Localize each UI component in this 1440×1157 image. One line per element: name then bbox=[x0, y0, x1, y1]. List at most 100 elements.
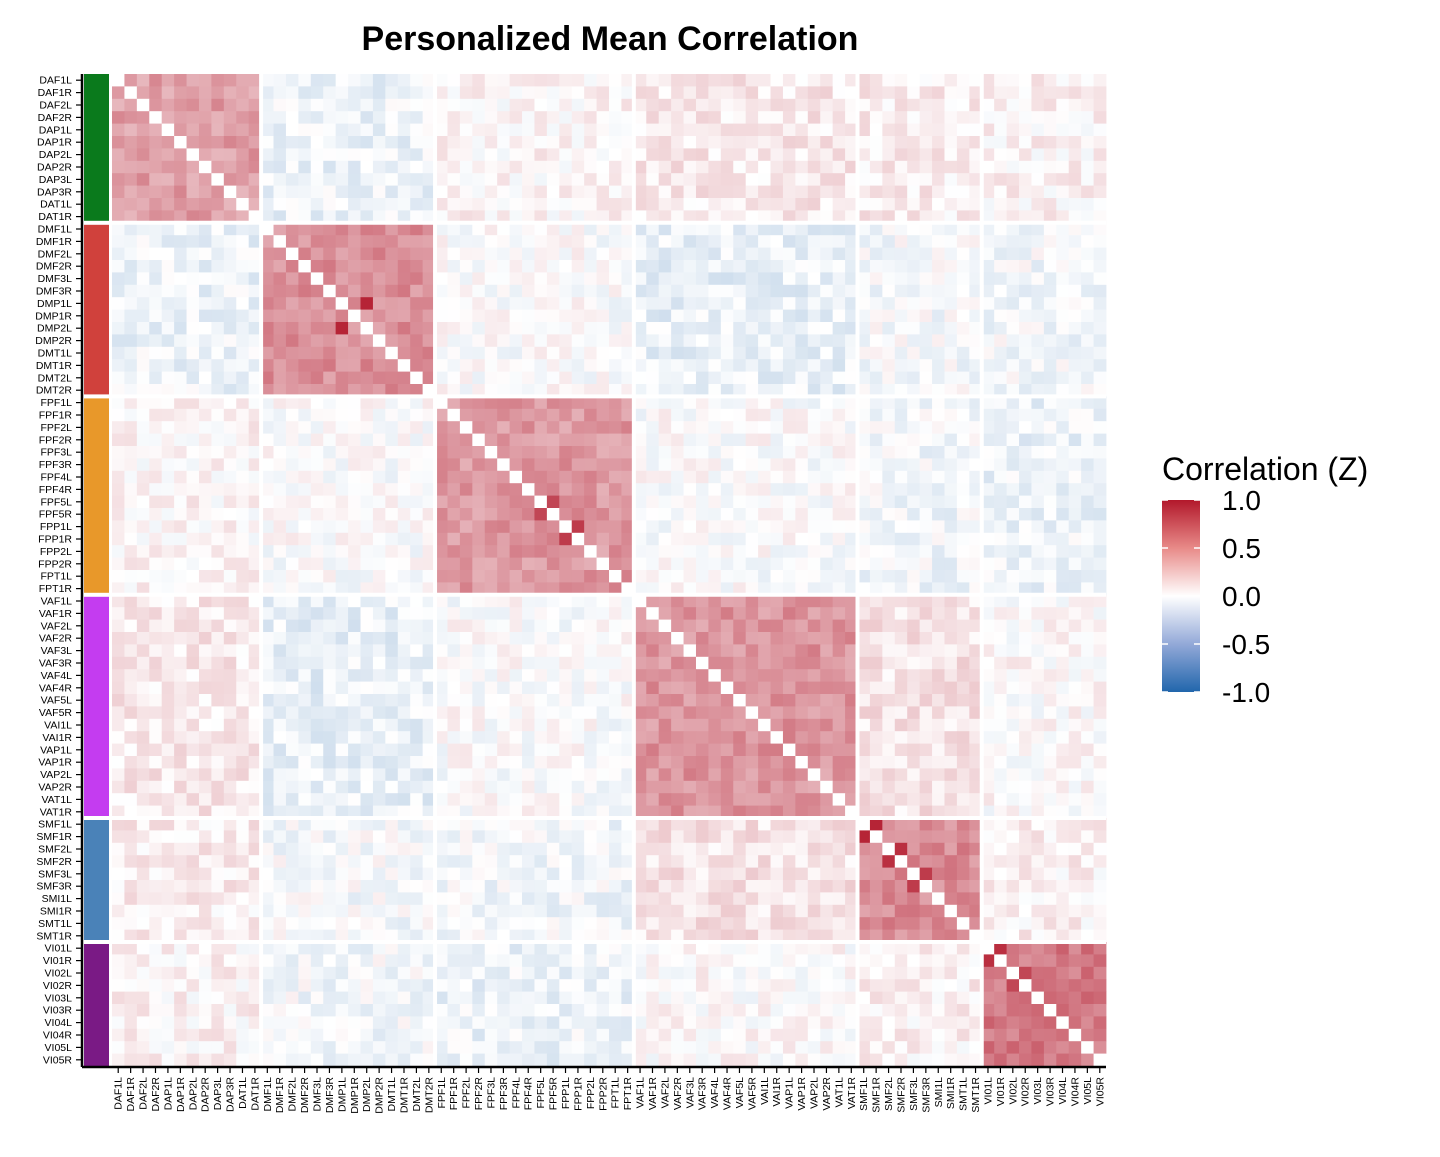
heatmap-cell bbox=[497, 86, 511, 100]
heatmap-cell bbox=[919, 483, 933, 496]
heatmap-cell bbox=[559, 322, 573, 335]
heatmap-cell bbox=[372, 86, 386, 100]
heatmap-cell bbox=[335, 756, 349, 769]
heatmap-cell bbox=[882, 718, 896, 732]
heatmap-cell bbox=[758, 520, 771, 534]
heatmap-cell bbox=[857, 520, 871, 534]
heatmap-cell bbox=[907, 830, 921, 844]
heatmap-cell bbox=[186, 681, 200, 695]
heatmap-cell bbox=[559, 359, 573, 372]
heatmap-cell bbox=[720, 619, 734, 633]
heatmap-cell bbox=[310, 222, 324, 236]
heatmap-cell bbox=[472, 458, 486, 472]
heatmap-cell bbox=[969, 148, 983, 162]
heatmap-cell bbox=[894, 582, 908, 596]
heatmap-cell bbox=[211, 421, 225, 434]
heatmap-cell bbox=[646, 570, 660, 583]
heatmap-cell bbox=[733, 260, 747, 273]
heatmap-cell bbox=[882, 74, 896, 87]
heatmap-cell bbox=[447, 706, 461, 720]
heatmap-cell bbox=[695, 272, 709, 286]
heatmap-cell bbox=[1081, 148, 1094, 162]
heatmap-cell bbox=[546, 346, 560, 360]
chart-title: Personalized Mean Correlation bbox=[362, 20, 859, 58]
heatmap-cell bbox=[745, 570, 759, 583]
heatmap-cell bbox=[596, 309, 610, 323]
heatmap-cell bbox=[559, 297, 573, 310]
heatmap-cell bbox=[447, 235, 461, 248]
heatmap-cell bbox=[484, 731, 498, 744]
heatmap-cell bbox=[298, 74, 312, 87]
heatmap-cell bbox=[124, 334, 138, 348]
heatmap-cell bbox=[1043, 805, 1057, 819]
heatmap-cell bbox=[534, 408, 548, 422]
heatmap-cell bbox=[633, 371, 647, 385]
heatmap-cell bbox=[360, 247, 374, 261]
heatmap-cell bbox=[124, 272, 138, 286]
heatmap-cell bbox=[136, 433, 150, 447]
heatmap-cell bbox=[994, 718, 1008, 732]
heatmap-cell bbox=[857, 433, 871, 447]
heatmap-cell bbox=[1019, 322, 1032, 335]
heatmap-cell bbox=[932, 495, 945, 509]
heatmap-cell bbox=[1068, 694, 1082, 707]
heatmap-cell bbox=[1081, 98, 1094, 112]
heatmap-cell bbox=[733, 86, 747, 100]
heatmap-cell bbox=[534, 545, 548, 558]
heatmap-cell bbox=[646, 160, 660, 174]
heatmap-cell bbox=[571, 148, 585, 162]
heatmap-cell bbox=[658, 160, 672, 174]
heatmap-cell bbox=[497, 74, 511, 87]
heatmap-cell bbox=[671, 470, 684, 484]
heatmap-cell bbox=[621, 619, 635, 633]
heatmap-cell bbox=[596, 681, 610, 695]
heatmap-cell bbox=[223, 508, 237, 521]
heatmap-cell bbox=[497, 98, 511, 112]
heatmap-cell bbox=[907, 309, 921, 323]
heatmap-cell bbox=[671, 123, 684, 137]
heatmap-cell bbox=[683, 681, 697, 695]
heatmap-cell bbox=[136, 582, 150, 596]
heatmap-cell bbox=[882, 731, 896, 744]
heatmap-cell bbox=[223, 768, 237, 782]
heatmap-cell bbox=[310, 656, 324, 670]
heatmap-cell bbox=[969, 780, 983, 794]
heatmap-cell bbox=[571, 408, 585, 422]
heatmap-cell bbox=[733, 371, 747, 385]
heatmap-cell bbox=[782, 582, 796, 596]
heatmap-cell bbox=[522, 570, 535, 583]
heatmap-cell bbox=[136, 136, 150, 149]
heatmap-cell bbox=[857, 98, 871, 112]
heatmap-cell bbox=[435, 805, 448, 819]
heatmap-cell bbox=[944, 508, 958, 521]
heatmap-cell bbox=[459, 470, 473, 484]
heatmap-cell bbox=[1068, 173, 1082, 186]
heatmap-cell bbox=[261, 793, 274, 806]
heatmap-cell bbox=[410, 173, 424, 186]
heatmap-cell bbox=[596, 706, 610, 720]
heatmap-cell bbox=[1056, 185, 1070, 199]
heatmap-cell bbox=[733, 359, 747, 372]
heatmap-cell bbox=[509, 458, 523, 472]
heatmap-cell bbox=[981, 334, 995, 348]
heatmap-cell bbox=[161, 98, 175, 112]
heatmap-cell bbox=[447, 421, 461, 434]
heatmap-cell bbox=[559, 818, 573, 831]
heatmap-cell bbox=[1043, 297, 1057, 310]
heatmap-cell bbox=[1093, 98, 1107, 112]
heatmap-cell bbox=[795, 309, 809, 323]
heatmap-cell bbox=[236, 756, 250, 769]
heatmap-cell bbox=[683, 756, 697, 769]
heatmap-cell bbox=[882, 768, 896, 782]
heatmap-cell bbox=[435, 111, 448, 124]
heatmap-cell bbox=[1081, 644, 1094, 658]
heatmap-cell bbox=[820, 74, 834, 87]
heatmap-cell bbox=[298, 594, 312, 608]
heatmap-cell bbox=[472, 396, 486, 410]
heatmap-cell bbox=[186, 706, 200, 720]
heatmap-cell bbox=[509, 594, 523, 608]
heatmap-cell bbox=[609, 346, 622, 360]
heatmap-cell bbox=[807, 619, 821, 633]
heatmap-cell bbox=[1081, 433, 1094, 447]
heatmap-cell bbox=[385, 123, 399, 137]
